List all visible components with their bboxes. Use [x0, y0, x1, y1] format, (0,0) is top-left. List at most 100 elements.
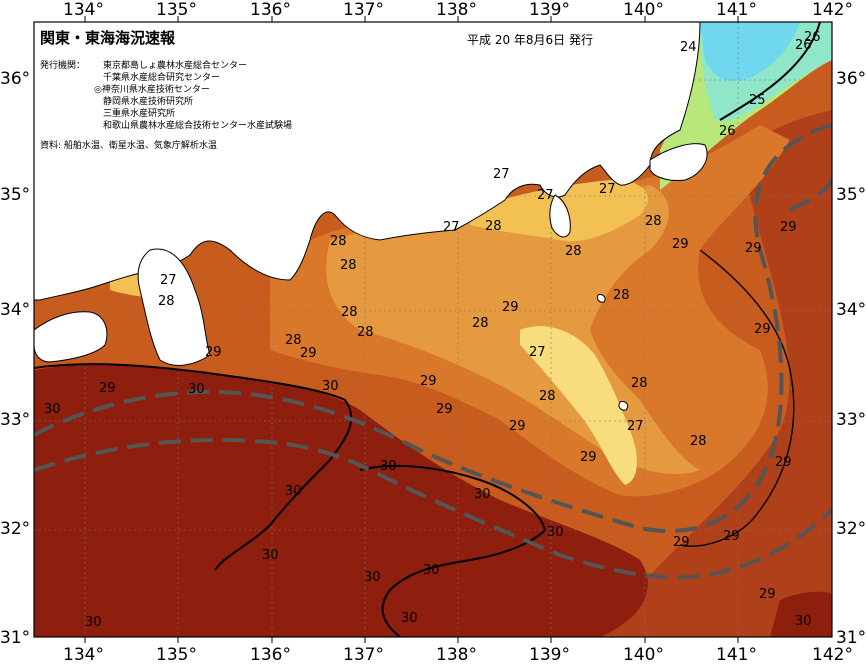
isotherm-label: 28 [565, 244, 582, 259]
lon-label-bottom: 137° [343, 645, 384, 665]
isotherm-label: 28 [631, 376, 648, 391]
lat-label-left: 32° [0, 519, 31, 539]
lat-label-right: 35° [836, 185, 866, 205]
isotherm-label: 29 [780, 220, 797, 235]
issuers-label: 発行機関： [40, 61, 86, 71]
isotherm-label: 30 [380, 459, 397, 474]
isotherm-label: 30 [423, 563, 440, 578]
lat-label-right: 34° [836, 300, 866, 320]
issuer-6: 和歌山県農林水産総合技術センター水産試験場 [103, 121, 293, 131]
isotherm-label: 24 [680, 40, 697, 55]
map-title: 関東・東海海況速報 [40, 29, 176, 47]
isotherm-label: 27 [493, 167, 510, 182]
isotherm-label: 26 [795, 38, 812, 53]
isotherm-label: 27 [160, 273, 177, 288]
lat-label-right: 36° [836, 69, 866, 89]
lon-label-top: 140° [623, 0, 664, 20]
isotherm-label: 28 [472, 316, 489, 331]
isotherm-label: 29 [754, 322, 771, 337]
land [34, 22, 708, 411]
isotherm-label: 28 [357, 325, 374, 340]
isotherm-label: 28 [341, 305, 358, 320]
isotherm-label: 29 [759, 587, 776, 602]
isotherm-label: 29 [436, 402, 453, 417]
isotherm-label: 29 [673, 535, 690, 550]
isotherm-label: 27 [627, 419, 644, 434]
lat-label-right: 31° [836, 628, 866, 648]
isotherm-label: 28 [285, 333, 302, 348]
isotherm-label: 30 [401, 611, 418, 626]
isotherm-label: 29 [723, 529, 740, 544]
isotherm-label: 29 [775, 455, 792, 470]
isotherm-label: 28 [330, 234, 347, 249]
isotherm-label: 29 [99, 381, 116, 396]
isotherm-label: 30 [547, 525, 564, 540]
lon-label-bottom: 141° [716, 645, 757, 665]
izu-peninsula [549, 194, 571, 238]
kuroshio-axis [34, 123, 832, 580]
issuer-1: 東京都島しょ農林水産総合センター [103, 61, 248, 71]
isotherm-label: 30 [188, 382, 205, 397]
issuer-2: 千葉県水産総合研究センター [103, 73, 221, 83]
isotherm-label: 27 [537, 188, 554, 203]
kii-peninsula [137, 248, 211, 366]
lon-label-top: 136° [250, 0, 291, 20]
isotherm-label: 29 [672, 237, 689, 252]
isotherm-label: 30 [322, 379, 339, 394]
lon-label-bottom: 135° [156, 645, 197, 665]
isotherm-label: 28 [645, 214, 662, 229]
boso-peninsula [649, 143, 708, 181]
lat-label-left: 31° [0, 628, 31, 648]
isotherm-label: 29 [420, 374, 437, 389]
lon-label-top: 134° [63, 0, 104, 20]
isotherm-label: 28 [340, 258, 357, 273]
isotherm-label: 29 [502, 300, 519, 315]
sst-area-27-ridge [520, 326, 637, 485]
issuer-4: 静岡県水産技術研究所 [103, 97, 194, 107]
lat-label-left: 33° [0, 410, 31, 430]
izu-oshima [597, 294, 606, 303]
sst-area-30 [34, 364, 648, 637]
isotherm-label: 30 [262, 548, 279, 563]
lat-label-left: 34° [0, 300, 31, 320]
isotherm-label: 28 [690, 434, 707, 449]
isotherm-label: 27 [443, 220, 460, 235]
isotherm-label: 28 [485, 219, 502, 234]
sst-area-30-east [770, 591, 832, 637]
isotherm-label: 30 [285, 484, 302, 499]
isotherm-label: 30 [85, 615, 102, 630]
isotherm-label: 30 [44, 402, 61, 417]
isotherm-label: 30 [364, 570, 381, 585]
lon-label-bottom: 134° [63, 645, 104, 665]
lat-label-left: 35° [0, 185, 31, 205]
isotherm-label: 29 [745, 241, 762, 256]
graticule [34, 22, 832, 637]
isotherm-label: 30 [795, 614, 812, 629]
isotherm-label: 29 [509, 419, 526, 434]
lat-label-right: 33° [836, 410, 866, 430]
isotherm-label: 25 [749, 93, 766, 108]
sst-area-29-dark [600, 110, 832, 637]
isotherm-label: 27 [599, 182, 616, 197]
isotherm-label: 28 [539, 389, 556, 404]
issuer-3: ◎神奈川県水産技術センター [94, 85, 210, 95]
isotherm-label: 26 [719, 124, 736, 139]
miyake-jima [618, 401, 629, 411]
lon-label-bottom: 140° [623, 645, 664, 665]
isotherm-label: 27 [529, 345, 546, 360]
lon-label-top: 138° [436, 0, 477, 20]
lat-label-right: 32° [836, 519, 866, 539]
data-sources: 資料: 船舶水温、衛星水温、気象庁解析水温 [40, 141, 217, 151]
lon-label-top: 139° [529, 0, 570, 20]
lon-label-bottom: 139° [529, 645, 570, 665]
lon-label-top: 142° [812, 0, 853, 20]
isotherm-29 [679, 249, 795, 547]
lon-label-top: 135° [156, 0, 197, 20]
isotherm-label: 28 [158, 294, 175, 309]
isotherm-label: 26 [804, 30, 821, 45]
isotherm-label: 28 [613, 288, 630, 303]
issuer-5: 三重県水産研究所 [103, 109, 176, 119]
lon-label-bottom: 142° [812, 645, 853, 665]
lon-label-bottom: 138° [436, 645, 477, 665]
